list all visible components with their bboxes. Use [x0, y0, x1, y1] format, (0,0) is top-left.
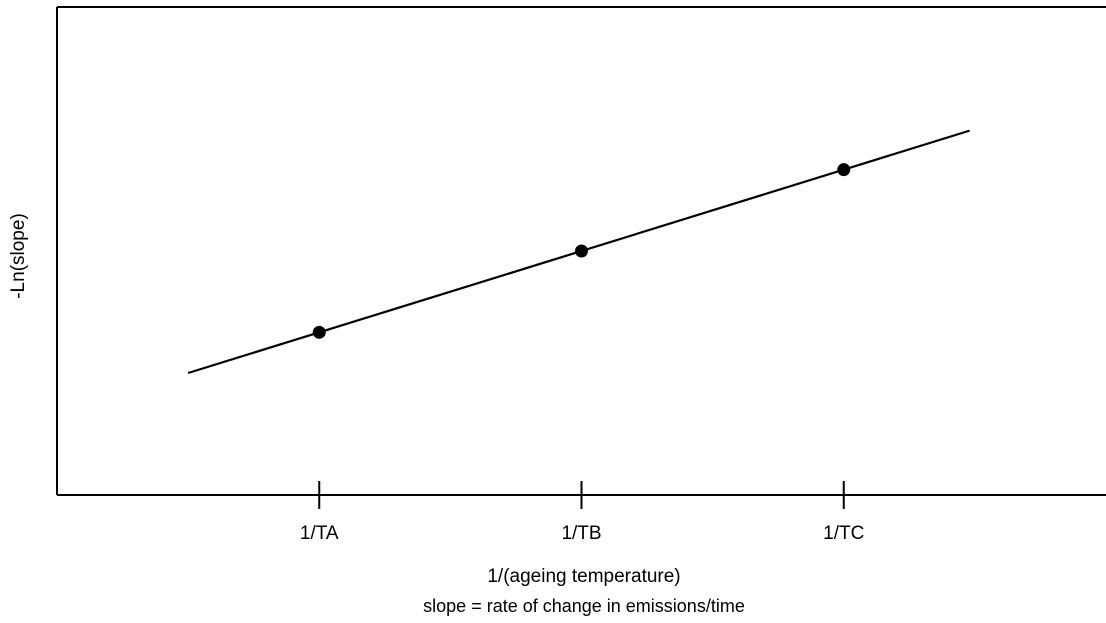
- x-tick-label: 1/TA: [300, 523, 339, 544]
- chart-caption: slope = rate of change in emissions/time: [423, 596, 745, 616]
- y-axis-label: -Ln(slope): [8, 213, 29, 299]
- data-point: [575, 244, 588, 258]
- x-axis-label: 1/(ageing temperature): [487, 566, 680, 587]
- data-point: [312, 325, 326, 339]
- x-tick-labels: 1/TA 1/TB 1/TC: [300, 523, 864, 544]
- data-points: [312, 163, 851, 339]
- x-tick-label: 1/TB: [561, 523, 601, 544]
- x-tick-label: 1/TC: [823, 523, 864, 544]
- x-ticks: [318, 481, 845, 509]
- data-point: [837, 163, 851, 177]
